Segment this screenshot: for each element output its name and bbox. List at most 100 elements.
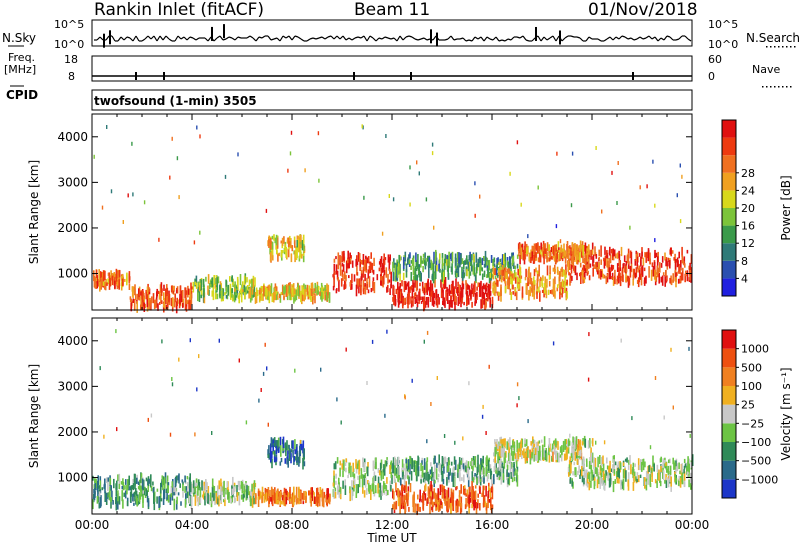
data-cell xyxy=(533,439,536,444)
data-cell xyxy=(567,440,569,448)
data-cell xyxy=(628,459,630,465)
data-cell xyxy=(574,452,577,461)
data-cell xyxy=(227,489,229,500)
data-cell xyxy=(585,255,587,263)
data-cell xyxy=(254,277,256,287)
data-cell xyxy=(152,293,155,304)
data-cell xyxy=(531,443,534,451)
data-cell xyxy=(478,290,481,297)
noise-trace xyxy=(627,37,632,40)
data-cell xyxy=(212,291,215,301)
data-cell xyxy=(541,289,544,293)
data-cell xyxy=(383,481,385,493)
data-cell xyxy=(355,459,357,469)
data-cell xyxy=(575,436,578,448)
data-cell xyxy=(379,462,382,473)
data-cell xyxy=(585,469,587,476)
data-cell xyxy=(433,472,436,480)
data-cell xyxy=(578,455,580,460)
data-cell xyxy=(421,465,424,475)
data-cell xyxy=(602,455,604,465)
data-cell xyxy=(577,439,580,445)
data-cell xyxy=(268,284,271,292)
data-cell xyxy=(293,455,296,462)
data-cell xyxy=(123,492,125,497)
data-cell xyxy=(536,270,539,283)
data-cell xyxy=(283,296,285,301)
data-cell xyxy=(347,475,349,479)
data-cell xyxy=(437,477,439,483)
data-cell xyxy=(225,286,228,294)
data-cell xyxy=(287,450,289,460)
data-cell xyxy=(460,502,462,509)
data-cell xyxy=(284,284,286,293)
data-cell xyxy=(417,494,419,500)
x-tick-label: 04:00 xyxy=(175,518,210,532)
data-cell xyxy=(568,440,571,446)
noise-spike xyxy=(559,30,561,45)
beam-title: Beam 11 xyxy=(354,0,431,20)
data-cell xyxy=(397,488,399,498)
data-cell xyxy=(409,464,411,475)
data-cell xyxy=(434,264,437,274)
noise-trace xyxy=(258,36,263,39)
data-cell xyxy=(460,301,462,308)
noise-trace xyxy=(612,36,617,41)
data-cell xyxy=(533,440,536,450)
data-cell xyxy=(204,495,206,506)
data-cell xyxy=(471,288,473,295)
data-cell xyxy=(532,439,535,444)
data-cell xyxy=(533,284,536,295)
data-cell xyxy=(240,480,243,489)
data-cell xyxy=(485,256,487,261)
data-cell xyxy=(362,279,365,292)
data-cell xyxy=(394,466,396,476)
data-cell xyxy=(302,253,305,256)
data-cell xyxy=(296,461,298,466)
data-cell xyxy=(465,282,468,293)
data-cell xyxy=(548,280,551,287)
data-cell xyxy=(428,257,431,264)
data-cell xyxy=(497,443,499,449)
data-cell xyxy=(365,260,368,270)
data-cell xyxy=(679,219,682,224)
data-cell xyxy=(578,450,581,456)
noise-trace xyxy=(120,36,125,41)
noise-trace xyxy=(405,35,410,38)
data-cell xyxy=(630,464,632,475)
data-cell xyxy=(581,267,584,272)
noise-trace xyxy=(135,35,140,42)
data-cell xyxy=(590,465,593,474)
data-cell xyxy=(440,500,442,505)
data-cell xyxy=(690,481,692,490)
data-cell xyxy=(517,278,520,283)
data-cell xyxy=(528,252,531,262)
data-cell xyxy=(362,486,364,494)
data-cell xyxy=(349,489,351,502)
data-cell xyxy=(297,287,300,296)
data-cell xyxy=(98,485,100,489)
data-cell xyxy=(681,269,684,281)
data-cell xyxy=(584,271,586,280)
data-cell xyxy=(191,286,193,290)
data-cell xyxy=(388,279,391,283)
data-cell xyxy=(131,485,134,490)
data-cell xyxy=(345,347,347,352)
data-cell xyxy=(537,446,539,455)
data-cell xyxy=(316,497,318,503)
data-cell xyxy=(253,284,256,297)
data-cell xyxy=(485,431,487,435)
data-cell xyxy=(282,436,285,449)
data-cell xyxy=(651,472,653,482)
data-cell xyxy=(231,276,233,282)
data-cell xyxy=(563,453,566,461)
data-cell xyxy=(612,277,615,286)
data-cell xyxy=(212,283,215,293)
data-cell xyxy=(646,184,648,189)
y-tick-label: 3000 xyxy=(57,379,88,393)
data-cell xyxy=(182,486,184,498)
data-cell xyxy=(463,489,466,496)
data-cell xyxy=(493,257,496,263)
data-cell xyxy=(634,259,637,266)
data-cell xyxy=(197,281,200,290)
